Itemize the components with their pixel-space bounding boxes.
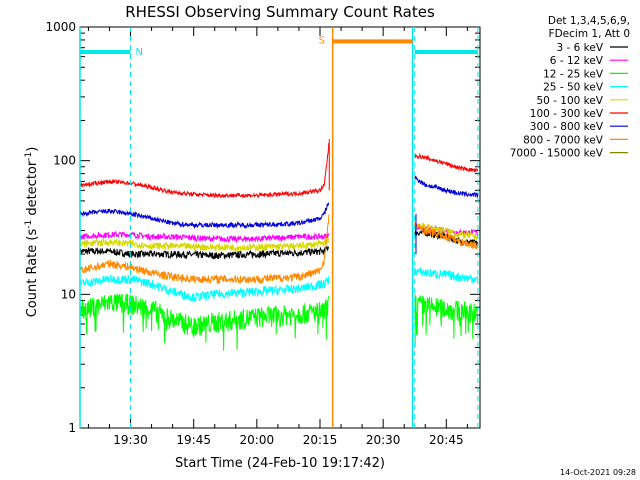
legend-item-label: 300 - 800 keV	[530, 121, 604, 133]
y-label-main: Count Rate (s	[25, 229, 40, 318]
y-tick-label: 1000	[45, 20, 76, 34]
x-tick-label: 20:00	[240, 433, 275, 447]
series-800-7000-kev-kev-trace	[79, 214, 479, 285]
y-label-close: )	[25, 147, 40, 152]
series-12-25-kev-kev-trace	[79, 293, 479, 351]
x-tick-label: 20:15	[303, 433, 338, 447]
legend: Det 1,3,4,5,6,9, FDecim 1, Att 0 3 - 6 k…	[510, 15, 630, 160]
y-tick-labels: 1 10 100 1000	[45, 20, 76, 435]
series-line	[79, 142, 479, 199]
series-line	[79, 222, 479, 253]
y-label-sup: -1	[24, 220, 34, 229]
series-50-100-kev-kev-trace	[79, 222, 479, 253]
series-line	[79, 267, 479, 303]
saa-annotation-label: S	[319, 35, 325, 46]
series-line	[79, 214, 479, 285]
x-tick-labels: 19:30 19:45 20:00 20:15 20:30 20:45	[113, 433, 463, 447]
chart-title: RHESSI Observing Summary Count Rates	[125, 3, 435, 21]
legend-item-label: 6 - 12 keV	[550, 55, 604, 67]
x-tick-label: 20:30	[366, 433, 401, 447]
series-line	[79, 293, 479, 351]
legend-header-line-1: Det 1,3,4,5,6,9,	[548, 15, 630, 27]
y-tick-label: 10	[61, 287, 76, 301]
legend-item-label: 100 - 300 keV	[530, 108, 604, 120]
x-tick-label: 19:30	[113, 433, 148, 447]
y-label-tail: detector	[25, 160, 40, 220]
legend-item-label: 3 - 6 keV	[556, 42, 603, 54]
legend-item-label: 7000 - 15000 keV	[510, 148, 604, 160]
x-tick-label: 19:45	[176, 433, 211, 447]
series-300-800-kev-kev-trace	[79, 175, 479, 230]
legend-item-label: 800 - 7000 keV	[523, 134, 604, 146]
legend-item-label: 50 - 100 keV	[536, 95, 603, 107]
x-tick-label: 20:45	[429, 433, 464, 447]
y-label-sup2: -1	[24, 152, 34, 161]
legend-item-label: 25 - 50 keV	[543, 82, 604, 94]
annotation-layer: NS	[79, 27, 479, 428]
series-layer	[79, 139, 479, 351]
night-annotation-label: N	[136, 47, 143, 58]
timestamp: 14-Oct-2021 09:28	[560, 468, 636, 477]
legend-item-label: 12 - 25 keV	[543, 68, 604, 80]
legend-header-line-2: FDecim 1, Att 0	[549, 28, 630, 40]
series-25-50-kev-kev-trace	[79, 267, 479, 303]
y-tick-label: 1	[68, 421, 76, 435]
series-line	[79, 175, 479, 230]
y-axis-label: Count Rate (s-1 detector-1)	[24, 147, 40, 318]
x-axis-label: Start Time (24-Feb-10 19:17:42)	[175, 456, 385, 471]
y-tick-label: 100	[53, 154, 76, 168]
series-100-300-kev-kev-trace	[79, 142, 479, 199]
